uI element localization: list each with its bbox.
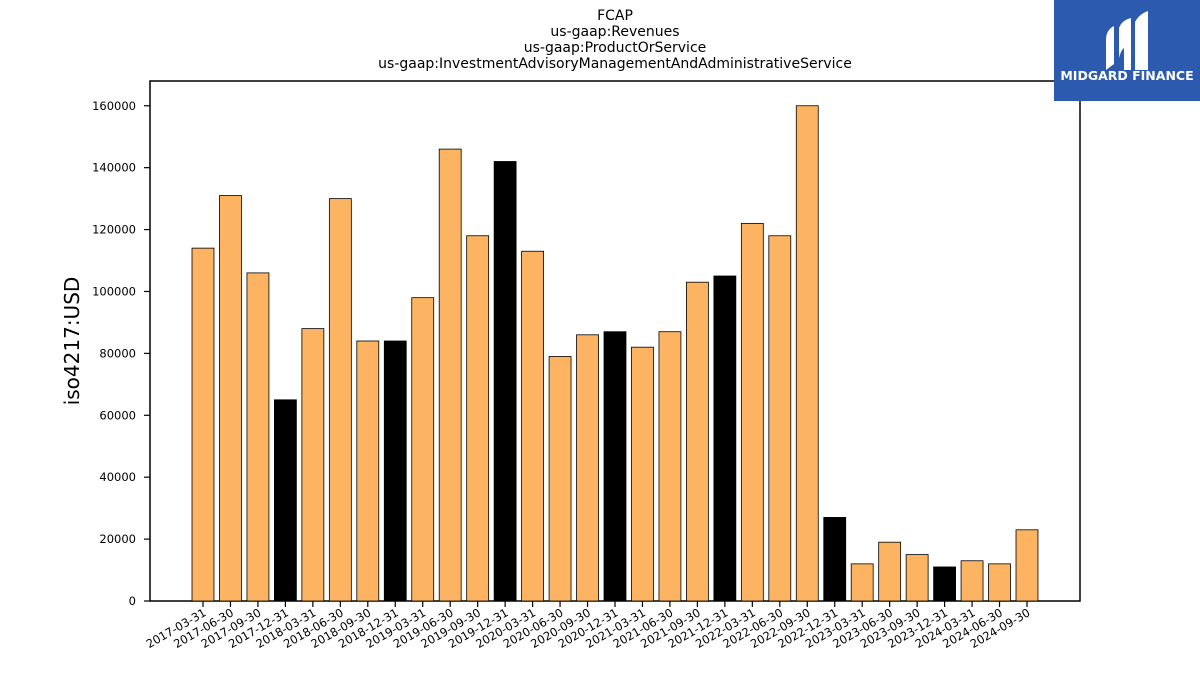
bar xyxy=(878,541,902,602)
bar xyxy=(493,161,517,602)
y-tick-label: 80000 xyxy=(99,346,136,360)
bar xyxy=(411,297,435,602)
y-tick-label: 40000 xyxy=(99,470,136,484)
y-axis-label: iso4217:USD xyxy=(60,277,84,406)
chart-title-line: us-gaap:InvestmentAdvisoryManagementAndA… xyxy=(378,56,852,72)
bar xyxy=(191,247,215,602)
bar xyxy=(301,328,325,602)
y-tick-label: 140000 xyxy=(92,161,136,175)
chart-title-line: us-gaap:ProductOrService xyxy=(524,40,707,56)
bars xyxy=(191,105,1039,602)
bar xyxy=(219,195,242,602)
bar xyxy=(823,517,847,602)
x-axis-ticks: 2017-03-312017-06-302017-09-302017-12-31… xyxy=(144,601,1033,651)
bar xyxy=(658,331,682,602)
chart-title-line: FCAP xyxy=(597,8,633,24)
bar xyxy=(356,340,380,602)
logo-mark-icon xyxy=(1106,11,1148,70)
logo: MIDGARD FINANCE xyxy=(1054,0,1200,101)
bar xyxy=(466,235,490,602)
y-tick-label: 100000 xyxy=(92,284,136,298)
bar xyxy=(960,560,984,602)
bar xyxy=(603,331,627,602)
bar xyxy=(548,356,572,602)
bar xyxy=(850,563,874,602)
bar xyxy=(768,235,792,602)
bar xyxy=(274,399,297,602)
bar xyxy=(246,272,270,602)
y-tick-label: 160000 xyxy=(92,99,136,113)
chart-title: FCAPus-gaap:Revenuesus-gaap:ProductOrSer… xyxy=(378,8,852,72)
y-tick-label: 60000 xyxy=(99,408,136,422)
y-tick-label: 120000 xyxy=(92,223,136,237)
bar xyxy=(383,340,407,602)
bar xyxy=(988,563,1011,602)
bar xyxy=(933,566,956,602)
bar xyxy=(576,334,599,602)
bar xyxy=(905,554,929,602)
chart-title-line: us-gaap:Revenues xyxy=(550,24,679,40)
logo-wordmark: MIDGARD FINANCE xyxy=(1060,68,1193,83)
bar xyxy=(521,250,544,602)
bar xyxy=(438,148,462,602)
bar xyxy=(1015,529,1039,602)
bar xyxy=(740,222,764,602)
bar xyxy=(713,275,737,602)
bar xyxy=(328,198,352,602)
bar xyxy=(795,105,819,602)
y-tick-label: 0 xyxy=(129,594,136,608)
bar xyxy=(686,281,709,602)
y-axis-ticks: 0 20000 40000 60000 80000 100000 120000 140000 1… xyxy=(92,99,150,608)
bar xyxy=(631,346,654,602)
y-tick-label: 20000 xyxy=(99,532,136,546)
